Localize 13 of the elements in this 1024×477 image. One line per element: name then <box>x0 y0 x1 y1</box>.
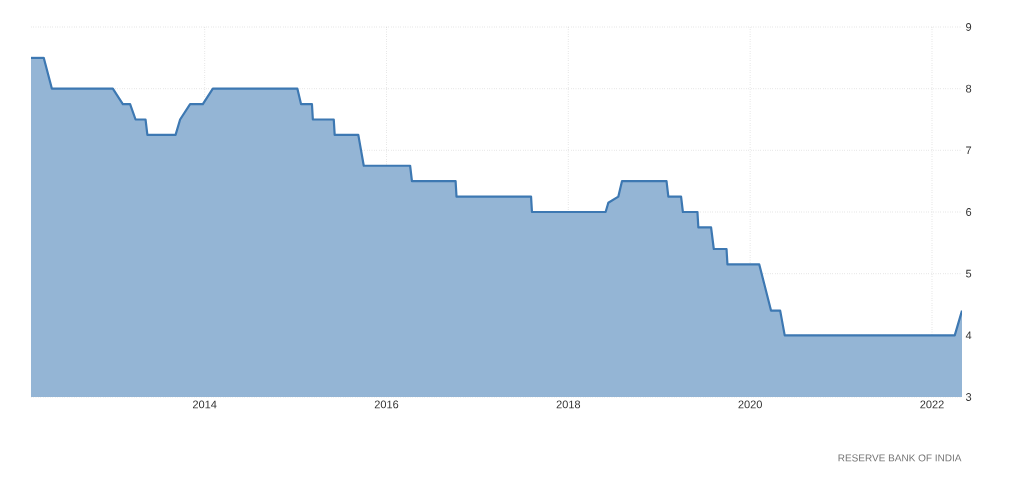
y-tick-label: 4 <box>965 331 972 340</box>
y-tick-label: 6 <box>966 208 972 216</box>
y-tick-label: 3 <box>965 393 972 401</box>
y-tick-label: 9 <box>966 23 972 31</box>
x-tick-label: 2022 <box>920 400 944 409</box>
x-tick-label: 2016 <box>374 400 399 409</box>
y-tick-label: 8 <box>966 84 972 93</box>
y-tick-label: 7 <box>966 146 972 155</box>
x-tick-label: 2018 <box>556 400 581 409</box>
text: RESERVE BANK OF INDIA <box>838 454 962 462</box>
x-tick-label: 2020 <box>738 400 762 409</box>
x-tick-label: 2014 <box>192 400 217 409</box>
y-tick-label: 5 <box>965 269 972 278</box>
